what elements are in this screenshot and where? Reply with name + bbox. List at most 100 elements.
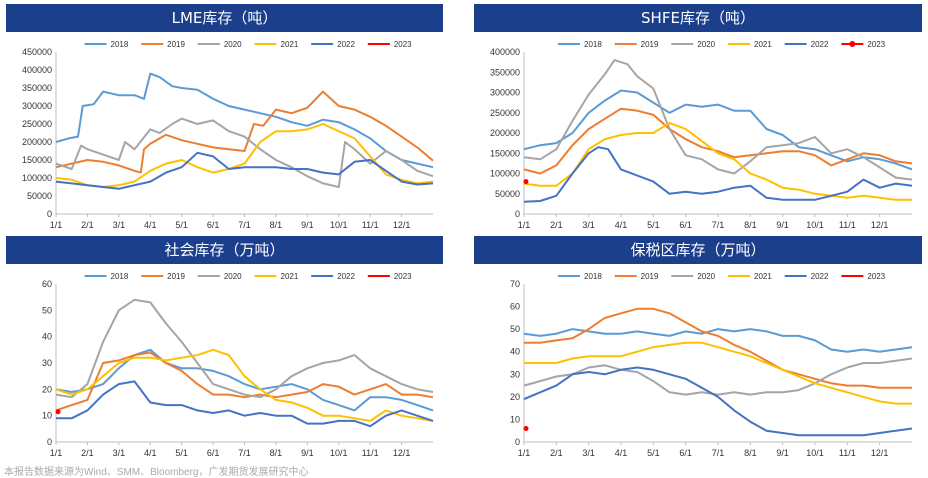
legend-label: 2019 [167, 40, 185, 49]
series-line-2019 [55, 90, 434, 174]
y-tick-label: 10 [42, 411, 52, 421]
legend-label: 2023 [867, 272, 885, 281]
x-tick-label: 9/1 [301, 220, 314, 230]
x-tick-label: 6/1 [679, 220, 692, 230]
legend-label: 2019 [641, 272, 659, 281]
y-tick-label: 40 [42, 332, 52, 342]
series-line-2021 [55, 348, 434, 422]
y-tick-label: 20 [42, 384, 52, 394]
chart-area: 2018 2019 2020 2021 2022 2023 0 10 20 30 40 50 60 1/1… [6, 266, 443, 464]
y-tick-label: 60 [510, 302, 520, 312]
legend-label: 2021 [754, 40, 772, 49]
legend-label: 2021 [754, 272, 772, 281]
panel-shfe: SHFE库存（吨） 2018 2019 2020 2021 2022 2023 0 50000… [474, 4, 922, 236]
series-line-2020 [55, 117, 434, 188]
panel-lme: LME库存（吨） 2018 2019 2020 2021 2022 2023 0 50000 1… [6, 4, 443, 236]
y-tick-label: 0 [47, 437, 52, 447]
y-tick-label: 0 [47, 209, 52, 219]
x-tick-label: 9/1 [301, 448, 314, 458]
y-tick-label: 30 [510, 369, 520, 379]
y-tick-label: 100000 [490, 169, 520, 179]
x-tick-label: 11/1 [362, 448, 379, 458]
y-tick-label: 200000 [22, 137, 52, 147]
legend-label: 2021 [281, 40, 299, 49]
y-tick-label: 250000 [22, 119, 52, 129]
y-tick-label: 70 [510, 279, 520, 289]
y-tick-label: 250000 [490, 108, 520, 118]
x-tick-label: 1/1 [50, 448, 63, 458]
series-line-2018 [55, 72, 434, 169]
series-line-2019 [524, 307, 912, 389]
legend-item: 2023 [841, 272, 886, 281]
legend-label: 2019 [167, 272, 185, 281]
legend-label: 2020 [697, 40, 715, 49]
series-line-2021 [523, 121, 912, 201]
x-tick-label: 11/1 [362, 220, 379, 230]
legend-label: 2018 [111, 40, 129, 49]
legend-item: 2019 [614, 272, 659, 281]
y-tick-label: 400000 [22, 65, 52, 75]
y-tick-label: 350000 [22, 83, 52, 93]
x-tick-label: 10/1 [330, 448, 348, 458]
chart-area: 2018 2019 2020 2021 2022 2023 0 50000 100000 1500… [474, 34, 922, 236]
x-tick-label: 8/1 [270, 220, 283, 230]
x-tick-label: 1/1 [518, 220, 531, 230]
y-tick-label: 20 [510, 392, 520, 402]
legend-label: 2018 [584, 272, 602, 281]
legend-item: 2019 [614, 40, 659, 49]
series-line-2022 [55, 151, 434, 190]
series-line-2018 [523, 89, 913, 171]
y-tick-label: 0 [515, 209, 520, 219]
legend-item: 2018 [558, 40, 602, 49]
legend-item: 2022 [784, 40, 829, 49]
legend-item: 2018 [84, 272, 129, 281]
x-tick-label: 5/1 [175, 448, 188, 458]
legend-item: 2020 [197, 272, 242, 281]
chart-title: 社会库存（万吨） [6, 236, 443, 264]
legend-item: 2022 [311, 272, 356, 281]
legend-item: 2020 [197, 40, 242, 49]
legend-label: 2022 [337, 40, 355, 49]
y-tick-label: 400000 [490, 47, 520, 57]
x-tick-label: 7/1 [712, 220, 725, 230]
series-line-2022 [523, 366, 913, 437]
chart-title: LME库存（吨） [6, 4, 443, 32]
y-tick-label: 50000 [495, 189, 520, 199]
x-tick-label: 2/1 [81, 448, 94, 458]
panel-social-stock: 社会库存（万吨） 2018 2019 2020 2021 2022 2023 0 10 20 30… [6, 236, 443, 464]
y-tick-label: 50 [510, 324, 520, 334]
x-tick-label: 12/1 [871, 448, 889, 458]
legend-item: 2022 [311, 40, 356, 49]
x-tick-label: 7/1 [712, 448, 725, 458]
y-tick-label: 40 [510, 347, 520, 357]
x-tick-label: 5/1 [647, 448, 660, 458]
legend-label: 2022 [811, 272, 829, 281]
legend-label: 2021 [281, 272, 299, 281]
legend-item: 2021 [254, 272, 299, 281]
series-point-2023 [523, 425, 529, 431]
legend-label: 2019 [641, 40, 659, 49]
legend-item: 2023 [367, 272, 412, 281]
x-tick-label: 5/1 [175, 220, 188, 230]
x-tick-label: 6/1 [207, 448, 220, 458]
x-tick-label: 9/1 [776, 448, 789, 458]
y-tick-label: 0 [515, 437, 520, 447]
legend-item: 2023 [841, 40, 886, 49]
x-tick-label: 8/1 [744, 448, 757, 458]
y-tick-label: 50 [42, 305, 52, 315]
x-tick-label: 5/1 [647, 220, 660, 230]
legend-label: 2022 [811, 40, 829, 49]
chart-svg: 2018 2019 2020 2021 2022 2023 0 10 20 30 40 50 60 1/1… [42, 272, 434, 458]
x-tick-label: 2/1 [550, 448, 563, 458]
series-line-2022 [523, 146, 913, 203]
chart-area: 2018 2019 2020 2021 2022 2023 0 50000 100000 1500… [6, 34, 443, 236]
x-tick-label: 3/1 [113, 220, 126, 230]
chart-svg: 2018 2019 2020 2021 2022 2023 0 50000 100000 1500… [490, 40, 913, 230]
series-line-2018 [55, 348, 434, 412]
y-tick-label: 60 [42, 279, 52, 289]
legend-label: 2022 [337, 272, 355, 281]
series-point-2023 [523, 179, 529, 185]
x-tick-label: 3/1 [582, 448, 595, 458]
series-line-2020 [523, 59, 913, 181]
series-line-2020 [55, 298, 434, 399]
